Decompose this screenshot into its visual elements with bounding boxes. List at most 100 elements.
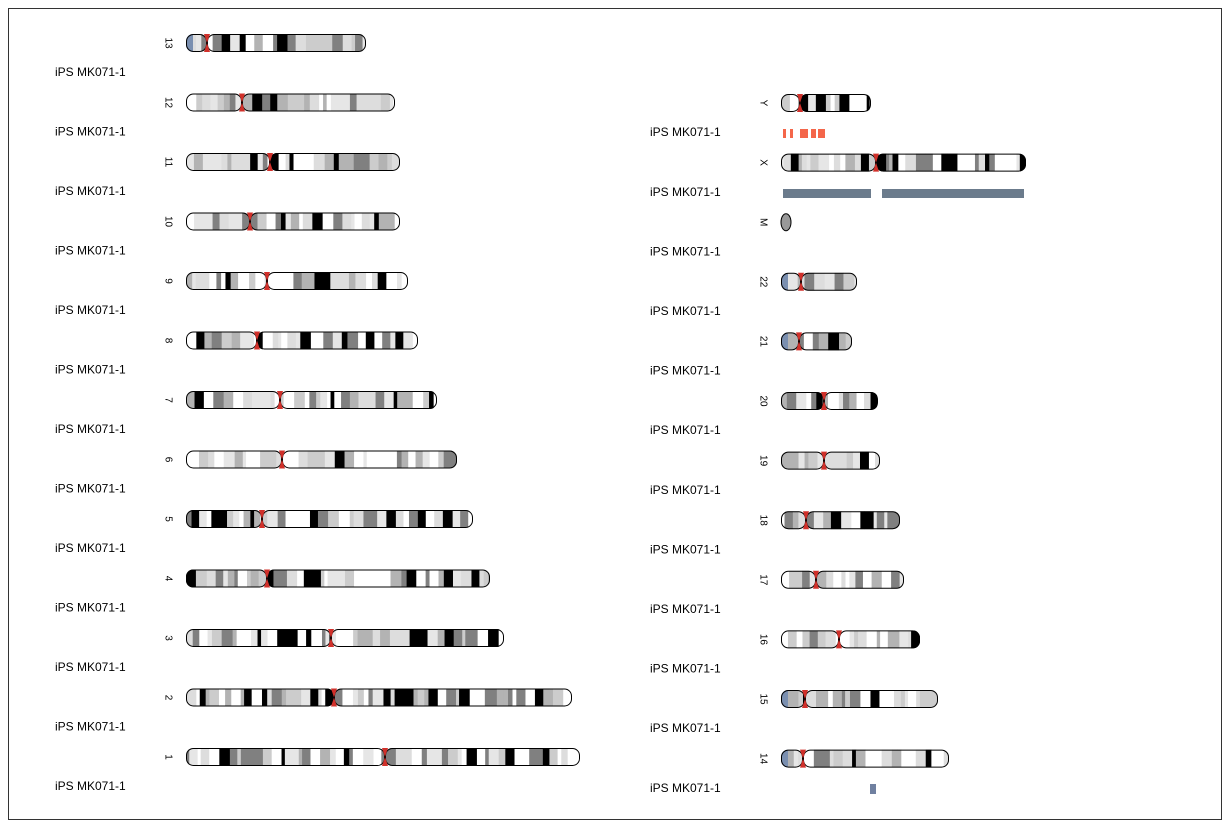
band — [221, 34, 231, 52]
band — [834, 272, 844, 291]
band — [798, 749, 803, 768]
band — [792, 511, 799, 530]
band — [488, 629, 500, 647]
band — [258, 569, 265, 588]
sample-label: iPS MK071-1 — [55, 184, 126, 198]
band — [411, 748, 423, 766]
stalk — [781, 690, 788, 708]
band — [316, 450, 326, 469]
sample-label: iPS MK071-1 — [650, 662, 721, 676]
band — [866, 94, 871, 112]
band — [798, 451, 806, 470]
arm-outline — [839, 630, 920, 649]
sample-label: iPS MK071-1 — [650, 364, 721, 378]
band — [356, 93, 362, 112]
band — [488, 748, 500, 766]
chromosome-label: 19 — [757, 455, 768, 467]
band — [806, 153, 811, 172]
sample-label: iPS MK071-1 — [650, 602, 721, 616]
band — [800, 94, 809, 112]
arm-outline — [824, 392, 878, 410]
band — [300, 331, 312, 350]
band — [391, 153, 400, 171]
centromere — [204, 34, 210, 52]
arm-outline — [801, 272, 857, 291]
band — [892, 153, 899, 172]
band — [221, 272, 226, 290]
band — [298, 450, 309, 469]
region-14 — [870, 784, 876, 794]
band — [338, 510, 351, 528]
arm-outline — [186, 331, 257, 350]
band — [299, 212, 304, 231]
band — [304, 391, 310, 409]
band — [267, 272, 277, 290]
region-x — [783, 189, 871, 198]
arm-bands — [781, 451, 824, 470]
band — [444, 629, 455, 647]
band — [809, 570, 816, 589]
band — [231, 153, 235, 171]
band — [461, 569, 472, 588]
arm-outline — [781, 749, 803, 768]
sample-label: iPS MK071-1 — [55, 303, 126, 317]
chromosome-label: 6 — [162, 457, 173, 463]
sample-label: iPS MK071-1 — [650, 483, 721, 497]
band — [534, 688, 544, 707]
band — [351, 34, 356, 52]
band — [302, 748, 311, 766]
band — [352, 748, 364, 766]
band — [199, 629, 209, 647]
band — [375, 391, 385, 409]
band — [901, 749, 906, 768]
arm-bands — [781, 630, 839, 649]
band — [271, 748, 283, 766]
band — [380, 93, 391, 112]
band — [829, 749, 835, 768]
band — [881, 749, 893, 768]
band — [304, 93, 311, 112]
band — [899, 630, 909, 649]
band — [385, 748, 391, 766]
band — [368, 688, 374, 707]
band — [403, 331, 414, 350]
band — [201, 34, 207, 52]
band — [788, 272, 799, 291]
band — [330, 391, 335, 409]
band — [199, 510, 208, 528]
arm-outline — [267, 569, 490, 588]
band — [460, 510, 469, 528]
band — [789, 570, 798, 589]
band — [277, 93, 289, 112]
chromosome-label: 1 — [162, 754, 173, 760]
band — [235, 93, 242, 112]
band — [348, 153, 355, 171]
band — [829, 153, 835, 172]
band — [814, 272, 826, 291]
chromosome-label: 16 — [757, 634, 768, 646]
band — [916, 690, 921, 708]
band — [267, 569, 274, 588]
arm-bands — [242, 93, 395, 112]
centromere — [247, 212, 253, 231]
band — [303, 153, 315, 171]
band — [366, 272, 373, 290]
band — [281, 748, 286, 766]
band — [189, 450, 200, 469]
arm-bands — [781, 511, 806, 530]
region-y — [811, 129, 816, 138]
band — [231, 331, 241, 350]
chromosome-label: 11 — [162, 157, 173, 168]
sample-label: iPS MK071-1 — [55, 720, 126, 734]
chromosome-label: 22 — [757, 276, 768, 288]
band — [267, 510, 272, 528]
arm-bands — [267, 569, 490, 588]
band — [453, 629, 463, 647]
band — [238, 272, 250, 290]
band — [382, 331, 387, 350]
chromosome-label: 2 — [162, 695, 173, 701]
band — [781, 451, 789, 470]
band — [429, 450, 439, 469]
band — [309, 391, 317, 409]
band — [834, 392, 840, 410]
